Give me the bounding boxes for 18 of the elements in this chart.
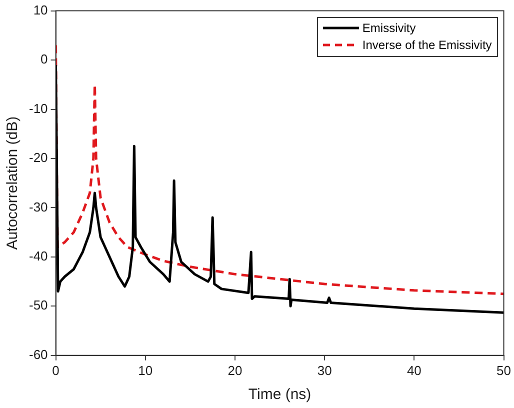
x-tick-label: 10 <box>138 362 153 378</box>
x-axis-title: Time (ns) <box>248 386 312 404</box>
y-tick-label: -20 <box>28 150 48 166</box>
y-tick-label: -60 <box>28 346 48 362</box>
legend-label: Inverse of the Emissivity <box>362 36 492 54</box>
x-tick-label: 30 <box>317 362 332 378</box>
y-tick-label: -10 <box>28 100 48 116</box>
y-axis-title: Autocorrelation (dB) <box>4 116 22 250</box>
x-tick-label: 50 <box>496 362 512 378</box>
legend-label: Emissivity <box>362 20 416 37</box>
y-tick-label: -40 <box>28 248 48 264</box>
x-tick-label: 20 <box>228 362 242 378</box>
y-tick-label: 0 <box>40 52 48 67</box>
x-tick-label: 0 <box>52 362 60 378</box>
y-tick-label: -50 <box>28 298 48 313</box>
y-tick-label: 10 <box>33 2 48 18</box>
x-tick-label: 40 <box>406 362 422 378</box>
y-tick-label: -30 <box>28 199 48 214</box>
